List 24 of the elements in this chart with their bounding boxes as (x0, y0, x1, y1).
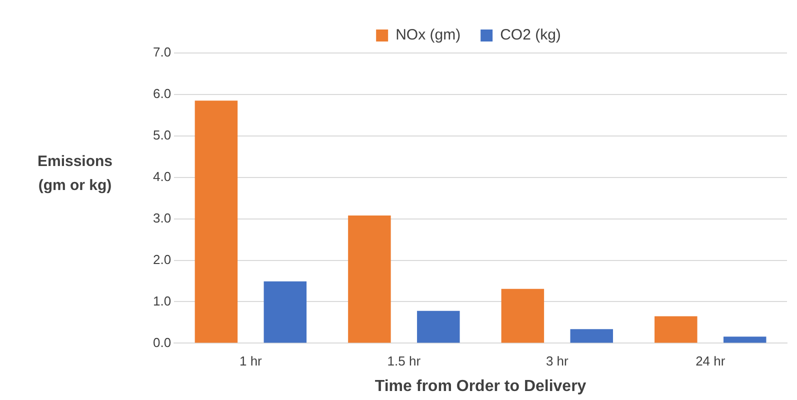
legend-label: NOx (gm) (396, 26, 461, 44)
y-tick-label: 7.0 (152, 44, 172, 60)
bar (723, 336, 766, 343)
legend-label: CO2 (kg) (500, 26, 561, 44)
x-axis-title: Time from Order to Delivery (374, 378, 586, 395)
x-tick-label: 1 hr (239, 354, 263, 369)
y-tick-label: 2.0 (152, 252, 172, 267)
bar (194, 100, 238, 343)
bar (264, 281, 307, 343)
y-tick-label: 0.0 (152, 334, 172, 350)
x-tick-label: 24 hr (696, 354, 726, 369)
y-tick-label: 1.0 (152, 293, 172, 308)
y-tick-label: 6.0 (152, 86, 172, 102)
y-tick-label: 4.0 (152, 168, 172, 184)
x-tick-label: 3 hr (546, 354, 570, 369)
bar (654, 316, 698, 343)
bar (348, 216, 391, 343)
y-axis-title: Emissions (gm or kg) (36, 152, 114, 196)
bar (501, 288, 544, 343)
bar (570, 329, 614, 343)
x-tick-label: 1.5 hr (387, 354, 422, 369)
y-tick-label: 3.0 (152, 210, 172, 226)
y-tick-label: 5.0 (152, 127, 172, 142)
bar (417, 310, 460, 343)
